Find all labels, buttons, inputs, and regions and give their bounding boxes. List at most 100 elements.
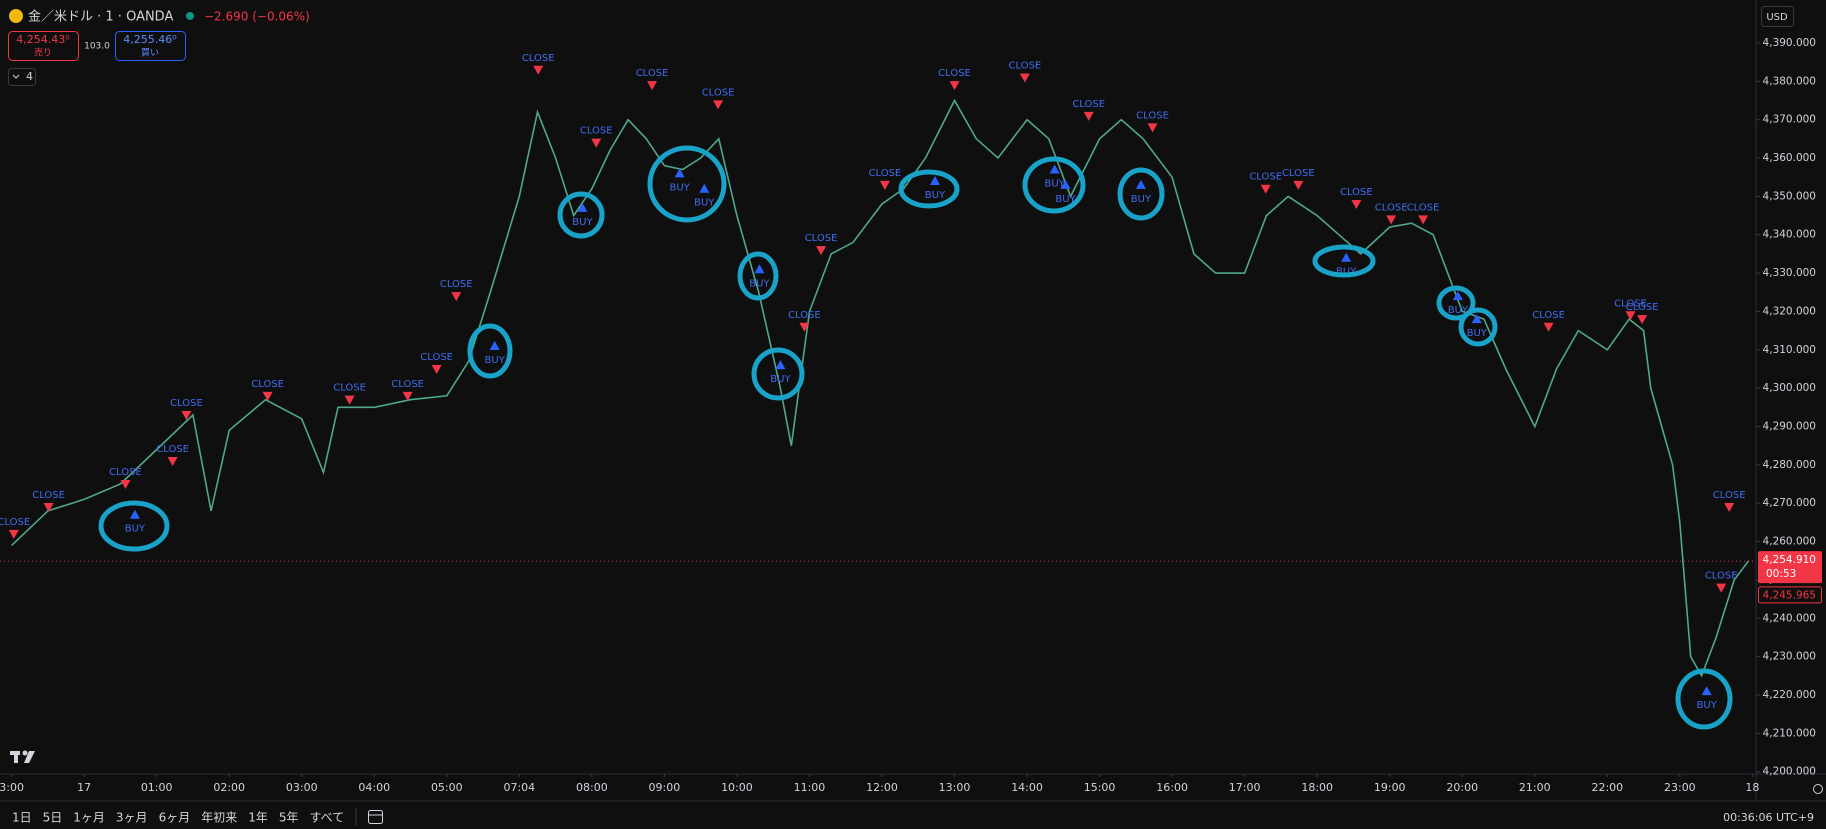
- buy-label: BUY: [1055, 194, 1076, 205]
- currency: USD: [1766, 12, 1788, 23]
- close-marker: [1724, 503, 1735, 513]
- y-tick-label: 4,290.000: [1763, 421, 1816, 433]
- y-tick-label: 4,270.000: [1763, 497, 1816, 509]
- x-tick-label: 21:00: [1519, 781, 1551, 794]
- x-tick-label: 13:00: [939, 781, 971, 794]
- currency-button[interactable]: [1761, 6, 1794, 27]
- x-tick-label: 09:00: [649, 781, 681, 794]
- close-marker: [120, 480, 131, 490]
- close-marker: [262, 391, 273, 401]
- buy-marker: [489, 340, 500, 350]
- y-tick-label: 4,390.000: [1763, 37, 1816, 49]
- buy-label: BUY: [1467, 328, 1488, 339]
- x-tick-label: 17: [77, 781, 91, 794]
- range-button[interactable]: 5日: [43, 811, 63, 825]
- close-marker: [167, 457, 178, 467]
- x-tick-label: 18: [1745, 781, 1759, 794]
- highlight: [1117, 167, 1165, 221]
- highlight: [1436, 285, 1476, 321]
- close-label: CLOSE: [391, 379, 424, 390]
- range-button[interactable]: 6ヶ月: [159, 811, 191, 825]
- clock: 00:36:06 UTC+9: [1723, 811, 1814, 824]
- close-marker: [949, 81, 960, 91]
- range-button[interactable]: 1年: [248, 811, 268, 825]
- highlight: [1675, 668, 1733, 730]
- buy-label: BUY: [485, 355, 506, 366]
- close-marker: [1716, 583, 1727, 593]
- x-tick-label: 16:00: [1156, 781, 1188, 794]
- close-marker: [879, 180, 890, 190]
- chevron: [12, 74, 20, 79]
- range-button[interactable]: 5年: [279, 811, 299, 825]
- close-label: CLOSE: [580, 126, 613, 137]
- sell-button[interactable]: [8, 31, 79, 61]
- y-tick-label: 4,350.000: [1763, 190, 1816, 202]
- x-tick-label: 07:04: [503, 781, 535, 794]
- close-label: CLOSE: [440, 279, 473, 290]
- close-label: CLOSE: [1340, 187, 1373, 198]
- highlight: [98, 500, 170, 552]
- close-label: CLOSE: [1705, 571, 1738, 582]
- buy-marker: [699, 183, 710, 193]
- symbol-title[interactable]: 金／米ドル · 1 · OANDA: [28, 9, 173, 25]
- calendar-icon[interactable]: [368, 810, 383, 824]
- price-line: [11, 98, 1750, 678]
- highlight: [467, 323, 513, 379]
- highlight: [898, 169, 960, 209]
- x-tick-label: 20:00: [1446, 781, 1478, 794]
- plot: BUY BUY BUY BUY BUY BUY BUY BUY BUY BUY BUY BUY BUY B…: [0, 53, 1756, 711]
- close-label: CLOSE: [1282, 168, 1315, 179]
- close-label: CLOSE: [702, 87, 735, 98]
- logo: [10, 750, 35, 763]
- close-marker: [591, 138, 602, 148]
- y-tick-label: 4,330.000: [1763, 267, 1816, 279]
- buy-marker: [754, 264, 765, 274]
- market-status: [186, 12, 194, 20]
- close-marker: [451, 292, 462, 302]
- buy-button[interactable]: [115, 31, 186, 61]
- close-label: CLOSE: [109, 467, 142, 478]
- x-tick-label: 10:00: [721, 781, 753, 794]
- buy-marker: [129, 509, 140, 519]
- buy-label: BUY: [1131, 194, 1152, 205]
- buy-label: BUY: [1044, 179, 1065, 190]
- range-button[interactable]: 3ヶ月: [116, 811, 148, 825]
- close-marker: [816, 246, 827, 256]
- buy-label: BUY: [694, 198, 715, 209]
- range-button[interactable]: 1ヶ月: [73, 811, 105, 825]
- range-button[interactable]: すべて: [310, 811, 345, 825]
- x-tick-label: 08:00: [576, 781, 608, 794]
- highlight: [647, 145, 727, 223]
- close-label: CLOSE: [1072, 99, 1105, 110]
- buy-marker: [577, 202, 588, 212]
- close-marker: [1418, 215, 1429, 225]
- x-tick-label: 03:00: [286, 781, 318, 794]
- countdown: 00:53: [1766, 568, 1796, 580]
- buy-marker: [1341, 252, 1352, 262]
- buy-price: 4,255.46⁰: [123, 33, 177, 46]
- range-button[interactable]: 1日: [12, 811, 32, 825]
- buy-marker: [775, 360, 786, 370]
- highlight: [557, 191, 605, 239]
- y-tick-label: 4,360.000: [1763, 152, 1816, 164]
- y-tick-label: 4,240.000: [1763, 612, 1816, 624]
- close-marker: [344, 395, 355, 405]
- close-label: CLOSE: [1009, 60, 1042, 71]
- close-label: CLOSE: [420, 352, 453, 363]
- x-tick-label: 23:00: [1664, 781, 1696, 794]
- last-price-box: [1758, 551, 1822, 584]
- close-marker: [647, 81, 658, 91]
- indicator-toggle[interactable]: [8, 68, 36, 86]
- x-tick-label: 12:00: [866, 781, 898, 794]
- close-marker: [8, 529, 19, 539]
- buy-marker: [1135, 179, 1146, 189]
- range-toolbar: 1日 5日 1ヶ月 3ヶ月 6ヶ月 年初来 1年 5年 すべて: [12, 811, 344, 825]
- range-button[interactable]: 年初来: [201, 811, 237, 825]
- close-marker: [533, 65, 544, 75]
- y-tick-label: 4,320.000: [1763, 305, 1816, 317]
- y-tick-label: 4,310.000: [1763, 344, 1816, 356]
- spread: 103.0: [84, 42, 110, 52]
- indicator-count: 4: [26, 70, 33, 83]
- settings-icon[interactable]: [1813, 784, 1823, 794]
